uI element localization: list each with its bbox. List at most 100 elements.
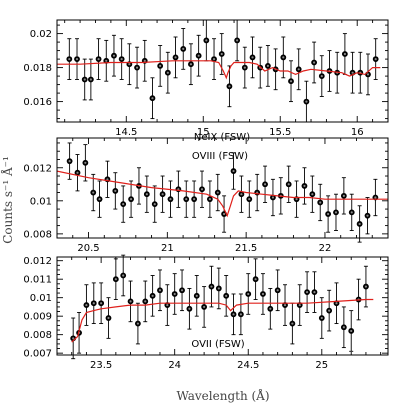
data-point-center <box>351 71 354 74</box>
data-point-center <box>76 171 79 174</box>
data-point-center <box>145 193 148 196</box>
y-tick-label: 0.02 <box>30 29 52 40</box>
data-point-center <box>197 54 200 57</box>
data-point-center <box>122 274 125 277</box>
data-point-center <box>174 56 177 59</box>
y-tick-label: 0.009 <box>23 312 52 323</box>
model-line <box>57 170 388 218</box>
data-point-center <box>97 58 100 61</box>
x-tick-label: 25 <box>315 360 328 371</box>
data-point-center <box>114 189 117 192</box>
data-point-center <box>106 178 109 181</box>
data-point-center <box>210 285 213 288</box>
data-point-center <box>75 58 79 61</box>
data-point-center <box>319 201 322 204</box>
data-point-center <box>269 307 272 310</box>
data-point-center <box>151 294 154 297</box>
panel-ovii: 23.5 24 24.5 25 0.007 0.008 0.009 0.01 0.011 0.01… <box>23 254 389 371</box>
data-point-center <box>188 307 191 310</box>
data-point-center <box>266 64 270 67</box>
data-point-center <box>107 316 110 320</box>
data-point-center <box>84 161 87 164</box>
data-point-center <box>358 222 361 226</box>
data-point-center <box>200 188 204 191</box>
data-point-center <box>350 211 353 214</box>
data-point-center <box>220 52 223 56</box>
x-tick-label: 14.5 <box>115 127 137 138</box>
data-point-center <box>342 326 345 329</box>
data-point-center <box>239 313 242 316</box>
data-point-center <box>374 58 377 61</box>
data-point-center <box>247 292 250 296</box>
data-point-center <box>289 80 293 83</box>
data-point-center <box>185 198 188 201</box>
data-point-center <box>313 61 316 64</box>
y-tick-label: 0.01 <box>30 293 52 304</box>
data-point-center <box>254 278 257 281</box>
data-point-center <box>342 194 345 197</box>
y-axis-label: Counts s⁻¹ Å⁻¹ <box>0 156 15 244</box>
y-tick-label: 0.008 <box>23 229 52 240</box>
data-point-center <box>236 39 239 42</box>
data-point-center <box>328 309 331 312</box>
data-point-center <box>311 193 314 196</box>
data-point-center <box>225 294 228 297</box>
data-point-center <box>195 294 198 297</box>
model-line <box>71 298 374 343</box>
data-point-center <box>366 214 369 217</box>
data-point-center <box>287 183 290 186</box>
data-point-center <box>114 278 117 281</box>
data-point-center <box>366 73 370 76</box>
data-point-center <box>193 198 196 201</box>
data-point-center <box>297 68 300 71</box>
x-tick-label: 15 <box>197 127 210 138</box>
data-point-center <box>251 56 254 59</box>
data-point-center <box>374 196 377 199</box>
data-point-center <box>222 212 226 216</box>
data-point-center <box>327 212 330 216</box>
model-line <box>57 60 381 80</box>
y-tick-label: 0.007 <box>23 349 52 360</box>
data-point-center <box>205 39 208 42</box>
data-point-center <box>112 54 116 57</box>
data-point-center <box>92 191 95 194</box>
data-point-center <box>153 203 156 206</box>
y-tick-label: 0.008 <box>23 330 52 341</box>
y-tick-label: 0.011 <box>23 275 52 286</box>
x-tick-label: 24.5 <box>237 360 259 371</box>
data-point-center <box>216 191 219 194</box>
data-point-center <box>276 289 279 292</box>
data-point-center <box>158 289 162 292</box>
x-tick-label: 21 <box>161 243 174 254</box>
data-point-center <box>334 211 338 214</box>
y-tick-label: 0.016 <box>23 97 52 108</box>
panel-annotation: OVIII (FSW) <box>192 151 248 162</box>
data-point-center <box>240 193 243 196</box>
data-point-center <box>68 160 71 163</box>
data-point-center <box>180 289 184 292</box>
data-point-center <box>68 58 71 61</box>
data-point-center <box>166 303 169 307</box>
data-point-center <box>182 47 185 51</box>
data-point-center <box>320 75 323 78</box>
data-point-center <box>129 198 133 201</box>
data-point-center <box>243 66 246 69</box>
data-point-center <box>203 305 206 309</box>
data-point-center <box>151 97 154 100</box>
data-point-center <box>217 287 220 290</box>
plot-frame <box>56 19 389 123</box>
data-point-center <box>100 302 103 305</box>
panel-oviii: 20.5 21 21.5 22 0.008 0.01 0.012 OVIII (FSW) <box>23 137 389 254</box>
data-point-center <box>128 63 131 66</box>
data-point-center <box>159 64 162 67</box>
data-point-center <box>291 322 294 325</box>
y-tick-label: 0.012 <box>23 163 52 174</box>
data-point-center <box>320 316 323 320</box>
data-point-center <box>173 292 176 296</box>
data-point-center <box>135 66 139 69</box>
y-tick-label: 0.012 <box>23 256 52 267</box>
data-point-center <box>271 196 275 199</box>
data-point-center <box>144 300 147 303</box>
